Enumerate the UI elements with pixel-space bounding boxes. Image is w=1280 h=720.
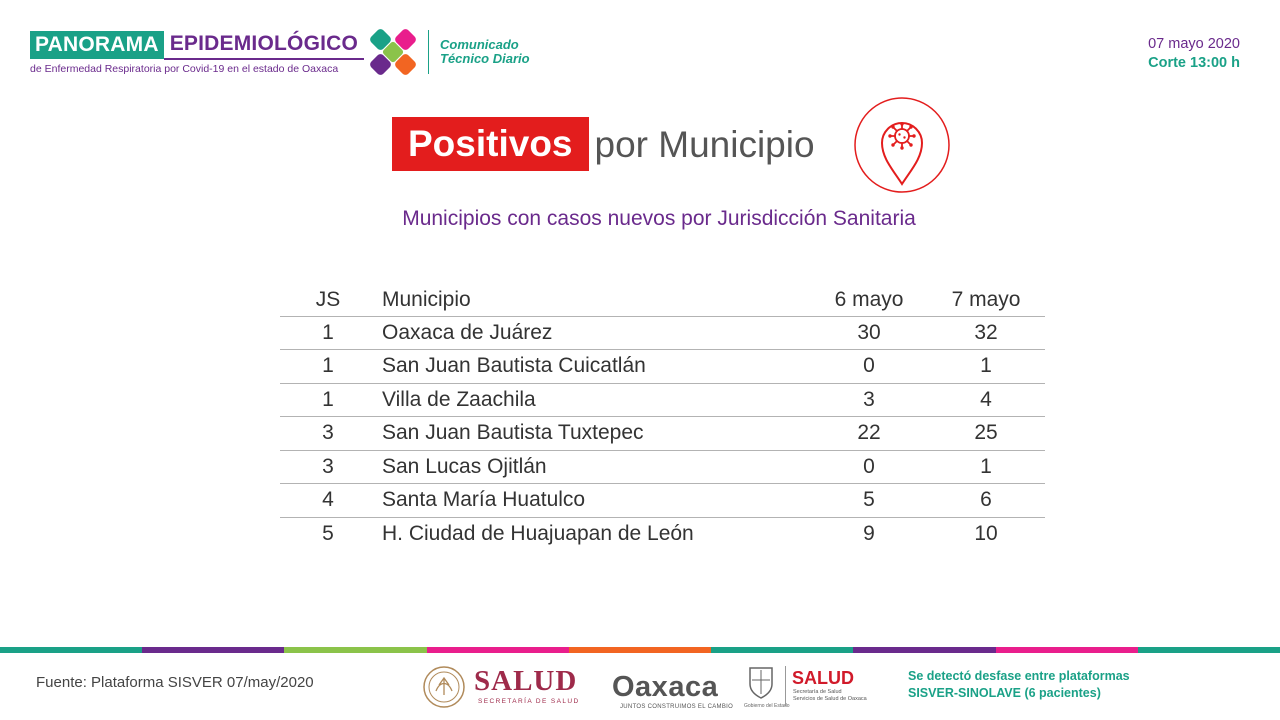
table-row: 3 San Lucas Ojitlán 0 1 [280, 450, 1045, 484]
cell-7-mayo: 4 [927, 383, 1045, 417]
cell-7-mayo: 32 [927, 316, 1045, 350]
cell-7-mayo: 10 [974, 522, 998, 545]
mexico-seal-icon [423, 666, 465, 708]
table-header-row: JS Municipio 6 mayo 7 mayo [280, 285, 1045, 317]
virus-location-pin-icon [854, 97, 950, 193]
cell-6-mayo: 5 [811, 483, 927, 518]
salud-oaxaca-subtitle-line: Secretaría de Salud [793, 689, 842, 695]
table-row: 1 San Juan Bautista Cuicatlán 0 1 [280, 349, 1045, 384]
cell-js: 1 [280, 316, 376, 350]
cell-6-mayo: 0 [811, 450, 927, 484]
comunicado-label: Comunicado Técnico Diario [440, 38, 530, 66]
report-date: 07 mayo 2020 [1148, 36, 1240, 52]
stripe-segment [853, 647, 996, 653]
cell-municipio: Villa de Zaachila [376, 383, 811, 417]
brand-subtitle: de Enfermedad Respiratoria por Covid-19 … [30, 63, 339, 75]
cell-7-mayo: 6 [927, 483, 1045, 518]
comunicado-line: Comunicado [440, 37, 519, 52]
title-rest: por Municipio [594, 123, 815, 165]
cell-municipio: San Juan Bautista Cuicatlán [376, 349, 811, 384]
cell-municipio: San Juan Bautista Tuxtepec [376, 416, 811, 451]
cell-js: 1 [280, 383, 376, 417]
cell-municipio: San Lucas Ojitlán [376, 450, 811, 484]
cell-js: 3 [280, 416, 376, 451]
cell-municipio: H. Ciudad de Huajuapan de León [382, 522, 694, 545]
title-highlight: Positivos [392, 117, 589, 171]
oaxaca-logo: Oaxaca [612, 671, 719, 703]
footer-color-stripe [0, 647, 1280, 653]
salud-logo-subtitle: SECRETARÍA DE SALUD [478, 698, 580, 705]
cell-6-mayo: 30 [811, 316, 927, 350]
cell-municipio: Santa María Huatulco [376, 483, 811, 518]
stripe-segment [995, 647, 1138, 653]
stripe-segment [568, 647, 712, 653]
comunicado-line: Técnico Diario [440, 51, 530, 66]
table-row: 1 Oaxaca de Juárez 30 32 [280, 316, 1045, 350]
desfase-note: Se detectó desfase entre plataformas SIS… [908, 668, 1130, 702]
oaxaca-slogan: JUNTOS CONSTRUIMOS EL CAMBIO [620, 704, 734, 710]
panorama-label: PANORAMA [30, 31, 164, 59]
stripe-segment [0, 647, 143, 653]
desfase-line: Se detectó desfase entre plataformas [908, 669, 1130, 683]
salud-oaxaca-logo: SALUD [792, 668, 854, 688]
col-header-js: JS [280, 285, 376, 317]
table-row: 5 H. Ciudad de Huajuapan de León 9 10 [280, 517, 1045, 551]
cell-js: 1 [280, 349, 376, 384]
cell-7-mayo: 1 [927, 450, 1045, 484]
table-row: 4 Santa María Huatulco 5 6 [280, 483, 1045, 518]
municipios-table: JS Municipio 6 mayo 7 mayo 1 Oaxaca de J… [280, 285, 1045, 551]
page-title: Positivos por Municipio [392, 117, 815, 171]
oaxaca-crest-icon [749, 667, 773, 699]
epidemiologico-label: EPIDEMIOLÓGICO [163, 30, 365, 60]
col-header-6-mayo: 6 mayo [811, 285, 927, 317]
stripe-segment [284, 647, 427, 653]
salud-oaxaca-subtitle-line: Servicios de Salud de Oaxaca [793, 695, 867, 702]
cell-7-mayo: 25 [927, 416, 1045, 451]
salud-oaxaca-subtitle: Secretaría de Salud Servicios de Salud d… [793, 689, 867, 702]
col-header-7-mayo: 7 mayo [927, 285, 1045, 317]
stripe-segment [711, 647, 854, 653]
salud-logo: SALUD [474, 665, 578, 697]
cell-6-mayo: 22 [811, 416, 927, 451]
stripe-segment [142, 647, 285, 653]
cell-municipio: Oaxaca de Juárez [376, 316, 811, 350]
cell-7-mayo: 1 [927, 349, 1045, 384]
cell-js: 3 [280, 450, 376, 484]
table-row: 1 Villa de Zaachila 3 4 [280, 383, 1045, 417]
section-subtitle: Municipios con casos nuevos por Jurisdic… [402, 207, 916, 230]
stripe-segment [1137, 647, 1280, 653]
stripe-segment [426, 647, 569, 653]
desfase-line: SISVER-SINOLAVE (6 pacientes) [908, 686, 1101, 700]
cell-js: 5 [322, 522, 334, 545]
cell-js: 4 [280, 483, 376, 518]
gobierno-label: Gobierno del Estado [744, 703, 790, 709]
cell-6-mayo: 9 [863, 522, 875, 545]
cell-6-mayo: 0 [811, 349, 927, 384]
footer-divider [785, 666, 786, 706]
brand-divider [428, 30, 429, 74]
cell-6-mayo: 3 [811, 383, 927, 417]
cutoff-time: Corte 13:00 h [1148, 55, 1240, 71]
panorama-logo-icon [370, 29, 416, 75]
table-row: 3 San Juan Bautista Tuxtepec 22 25 [280, 416, 1045, 451]
source-note: Fuente: Plataforma SISVER 07/may/2020 [36, 674, 314, 691]
col-header-municipio: Municipio [376, 285, 811, 317]
brand-title: PANORAMA EPIDEMIOLÓGICO [30, 30, 365, 60]
brand-header: PANORAMA EPIDEMIOLÓGICO de Enfermedad Re… [30, 30, 365, 75]
date-block: 07 mayo 2020 Corte 13:00 h [1148, 35, 1240, 73]
